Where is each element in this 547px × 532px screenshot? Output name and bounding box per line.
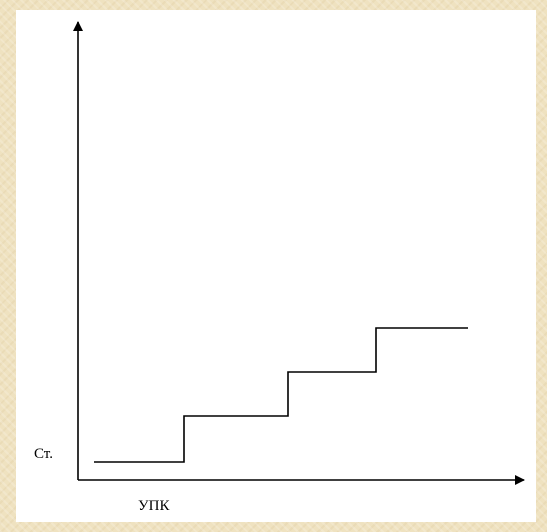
y-axis-label: Ст. bbox=[34, 446, 53, 462]
x-axis-label: УПК bbox=[138, 498, 170, 514]
step-diagram: Ст. УПК bbox=[34, 21, 525, 514]
step-line bbox=[94, 327, 468, 463]
diagram-canvas: Ст. УПК bbox=[16, 10, 536, 522]
